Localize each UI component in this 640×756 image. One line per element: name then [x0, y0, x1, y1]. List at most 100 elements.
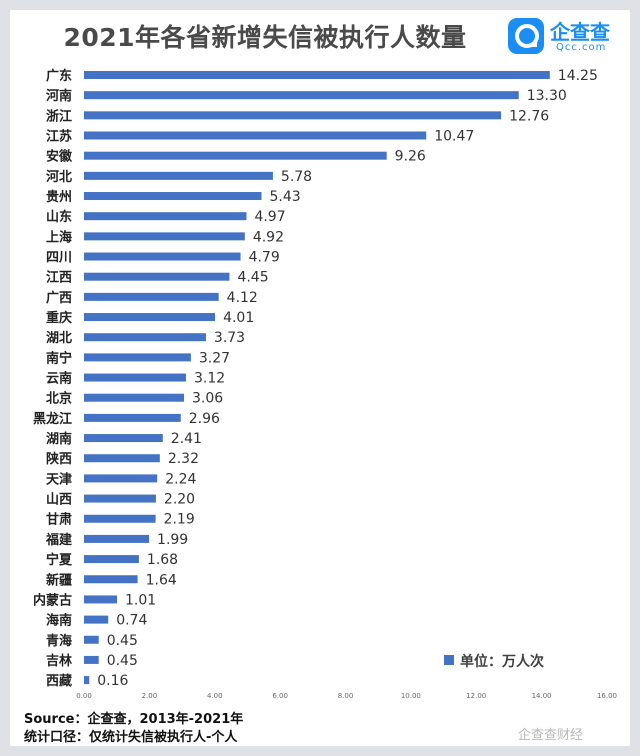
value-label: 1.64	[146, 572, 177, 588]
value-label: 0.74	[116, 613, 147, 629]
category-label: 内蒙古	[33, 592, 72, 608]
category-label: 天津	[46, 471, 72, 487]
watermark: 企查查财经	[518, 728, 584, 743]
category-label: 南宁	[46, 350, 72, 366]
bar	[84, 474, 158, 483]
category-label: 福建	[45, 532, 72, 548]
bar	[84, 212, 247, 221]
bar	[84, 151, 387, 160]
bar	[84, 514, 156, 523]
x-tick-label: 12.00	[466, 692, 486, 700]
x-tick-label: 8.00	[338, 692, 354, 700]
legend-swatch	[444, 655, 454, 665]
category-label: 黑龙江	[33, 411, 72, 427]
bar	[84, 534, 150, 543]
value-label: 0.45	[107, 653, 138, 669]
bar	[84, 373, 186, 382]
category-label: 安徽	[46, 149, 73, 165]
x-tick-label: 16.00	[597, 692, 617, 700]
value-label: 2.41	[171, 431, 202, 447]
category-label: 河北	[46, 169, 72, 185]
value-label: 3.06	[192, 391, 223, 407]
bar	[84, 655, 99, 664]
category-label: 江苏	[46, 129, 72, 145]
value-label: 1.01	[125, 592, 156, 608]
value-label: 4.92	[253, 229, 284, 245]
source-note: Source：企查查，2013年-2021年	[24, 712, 244, 727]
category-label: 陕西	[46, 451, 72, 467]
bar	[84, 434, 163, 443]
value-label: 2.24	[165, 471, 196, 487]
x-tick-label: 4.00	[207, 692, 223, 700]
bar	[84, 635, 99, 644]
category-label: 广西	[46, 290, 72, 306]
qcc-logo: 企查查 Qcc.com	[508, 16, 626, 58]
bar	[84, 272, 230, 281]
category-label: 河南	[46, 88, 72, 104]
logo-domain: Qcc.com	[556, 42, 607, 53]
bar	[84, 313, 216, 322]
value-label: 2.20	[164, 492, 195, 508]
category-label: 山东	[46, 209, 72, 225]
category-label: 重庆	[46, 310, 72, 326]
bar	[84, 413, 181, 422]
value-label: 4.12	[227, 290, 258, 306]
category-label: 甘肃	[46, 512, 72, 528]
bar	[84, 171, 273, 180]
legend-label: 单位：万人次	[460, 654, 544, 670]
bar	[84, 494, 156, 503]
bar	[84, 575, 138, 584]
bar	[84, 111, 502, 120]
category-label: 山西	[46, 492, 72, 508]
value-label: 4.01	[223, 310, 254, 326]
category-label: 吉林	[46, 653, 72, 669]
bar	[84, 292, 219, 301]
bar	[84, 555, 139, 564]
value-label: 3.27	[199, 350, 230, 366]
logo-name: 企查查	[550, 20, 610, 44]
value-label: 9.26	[395, 149, 426, 165]
category-label: 宁夏	[46, 552, 73, 568]
category-label: 新疆	[46, 572, 72, 588]
category-label: 北京	[46, 391, 72, 407]
x-tick-label: 2.00	[142, 692, 158, 700]
bar	[84, 595, 118, 604]
bar	[84, 252, 241, 261]
value-label: 10.47	[434, 129, 474, 145]
bar	[84, 454, 160, 463]
value-label: 5.43	[269, 189, 300, 205]
value-label: 3.12	[194, 371, 225, 387]
bar	[84, 333, 206, 342]
bar	[84, 676, 90, 685]
category-label: 湖北	[46, 331, 72, 346]
value-label: 4.45	[237, 270, 268, 286]
value-label: 13.30	[527, 88, 567, 104]
value-label: 1.68	[147, 552, 178, 568]
category-label: 青海	[46, 633, 72, 649]
category-label: 海南	[46, 613, 72, 629]
bar	[84, 393, 185, 402]
value-label: 3.73	[214, 330, 245, 346]
bar	[84, 91, 519, 100]
value-label: 1.99	[157, 532, 188, 548]
value-label: 4.97	[254, 209, 285, 225]
value-label: 0.45	[107, 633, 138, 649]
category-label: 西藏	[46, 673, 72, 689]
bar	[84, 232, 245, 241]
chart-title: 2021年各省新增失信被执行人数量	[63, 23, 467, 52]
x-tick-label: 6.00	[272, 692, 288, 700]
qcc-logo-icon	[508, 18, 544, 54]
value-label: 2.96	[189, 411, 220, 427]
x-tick-label: 14.00	[532, 692, 552, 700]
value-label: 2.32	[168, 451, 199, 467]
category-label: 云南	[46, 371, 72, 387]
value-label: 4.79	[249, 250, 280, 266]
category-label: 浙江	[46, 108, 72, 124]
x-tick-label: 0.00	[76, 692, 92, 700]
bar	[84, 615, 109, 624]
category-label: 江西	[46, 270, 72, 286]
category-label: 湖南	[46, 431, 72, 447]
bar	[84, 131, 427, 140]
value-label: 2.19	[164, 512, 195, 528]
value-label: 5.78	[281, 169, 312, 185]
